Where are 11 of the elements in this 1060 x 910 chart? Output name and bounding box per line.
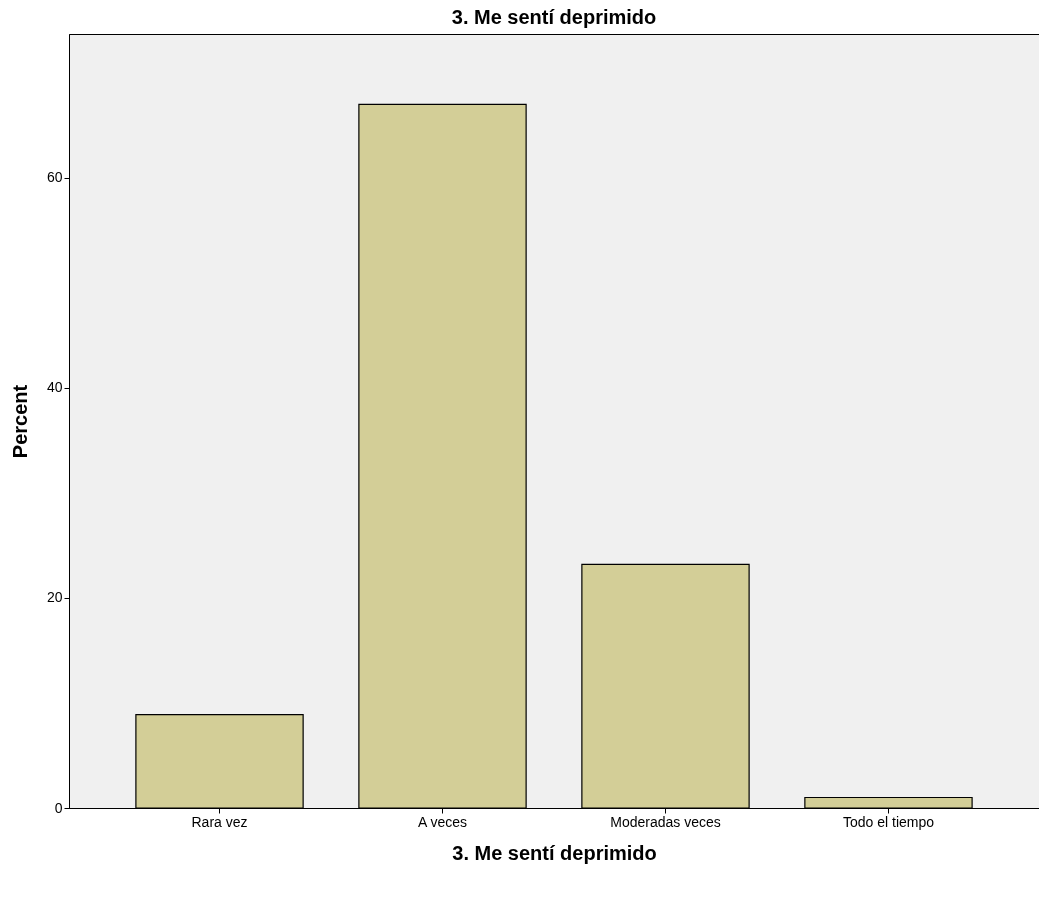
y-tick-label: 0 bbox=[54, 799, 63, 816]
x-tick-label: Moderadas veces bbox=[610, 813, 721, 830]
x-axis-title: 3. Me sentí deprimido bbox=[452, 841, 657, 864]
y-tick-label: 40 bbox=[46, 379, 63, 396]
y-axis-title: Percent bbox=[8, 384, 31, 459]
chart-title: 3. Me sentí deprimido bbox=[451, 6, 657, 28]
y-tick-label: 60 bbox=[46, 169, 63, 186]
x-tick-label: A veces bbox=[417, 813, 468, 830]
x-tick-label: Rara vez bbox=[191, 813, 248, 830]
y-tick-label: 20 bbox=[46, 589, 63, 606]
x-tick-label: Todo el tiempo bbox=[842, 813, 935, 830]
